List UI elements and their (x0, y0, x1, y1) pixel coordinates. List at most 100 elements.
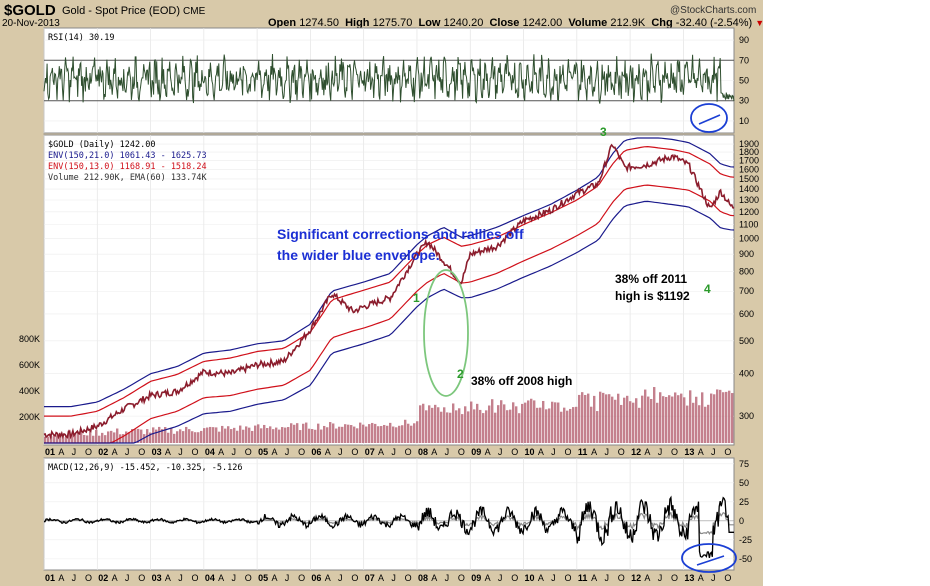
volume-bar (206, 427, 209, 443)
x-tick-label: O (192, 573, 199, 583)
volume-bar (440, 411, 443, 443)
x-tick-label: O (138, 573, 145, 583)
volume-bar (629, 401, 632, 443)
volume-bar (44, 436, 47, 443)
x-tick-label: J (285, 447, 290, 457)
volume-bar (719, 389, 722, 443)
volume-bar (407, 423, 410, 443)
x-tick-label: O (245, 447, 252, 457)
volume-bar (446, 412, 449, 443)
volume-bar (326, 427, 329, 443)
x-tick-label: J (391, 573, 396, 583)
x-tick-label: O (618, 447, 625, 457)
x-tick-label: A (538, 573, 544, 583)
x-tick-label: J (391, 447, 396, 457)
volume-bar (521, 403, 524, 443)
x-tick-label: A (271, 573, 277, 583)
volume-bar (431, 407, 434, 443)
volume-bar (233, 427, 236, 443)
volume-bar (83, 434, 86, 443)
macd-tick-label: 0 (739, 516, 744, 526)
volume-bar (467, 411, 470, 443)
x-tick-label: 03 (152, 447, 162, 457)
volume-bar (419, 405, 422, 443)
volume-bar (662, 396, 665, 443)
price-legend: $GOLD (Daily) 1242.00 (48, 140, 155, 150)
x-tick-label: O (192, 447, 199, 457)
volume-bar (632, 402, 635, 443)
volume-bar (347, 424, 350, 443)
volume-bar (461, 414, 464, 443)
volume-bar (701, 392, 704, 443)
volume-bar (473, 409, 476, 443)
price-panel (43, 134, 735, 446)
volume-bar (560, 411, 563, 443)
volume-bar (551, 401, 554, 443)
volume-bar (95, 429, 98, 443)
volume-bar (293, 424, 296, 443)
volume-bar (566, 410, 569, 443)
volume-bar (611, 396, 614, 443)
volume-bar (101, 432, 104, 443)
x-tick-label: 10 (525, 447, 535, 457)
volume-bar (332, 423, 335, 443)
price-tick-label: 1800 (739, 147, 759, 157)
env13-legend: ENV(150,13.0) 1168.91 - 1518.24 (48, 162, 207, 172)
volume-bar (479, 409, 482, 443)
x-tick-label: J (604, 573, 609, 583)
macd-divergence-line (696, 555, 725, 566)
header-date: 20-Nov-2013 (2, 18, 60, 29)
volume-bar (569, 408, 572, 443)
volume-bar (710, 393, 713, 443)
volume-bar (458, 408, 461, 443)
volume-bar (218, 431, 221, 443)
header-quote: Open 1274.50 High 1275.70 Low 1240.20 Cl… (268, 17, 765, 29)
volume-bar (98, 435, 101, 443)
x-tick-label: J (551, 573, 556, 583)
x-tick-label: 13 (684, 447, 694, 457)
volume-bar (623, 397, 626, 443)
volume-bar (686, 405, 689, 443)
volume-bar (509, 409, 512, 443)
x-tick-label: A (218, 573, 224, 583)
volume-bar (578, 394, 581, 443)
volume-bar (68, 429, 71, 443)
price-tick-label: 1300 (739, 195, 759, 205)
volume-bar (257, 424, 260, 443)
rsi-divergence-line (698, 114, 721, 125)
volume-bar (536, 407, 539, 443)
volume-bar (209, 426, 212, 443)
x-tick-label: 02 (98, 573, 108, 583)
volume-bar (635, 398, 638, 443)
volume-bar (236, 430, 239, 443)
volume-bar (680, 393, 683, 443)
rsi-tick-label: 10 (739, 116, 749, 126)
volume-bar (80, 429, 83, 443)
price-tick-label: 300 (739, 411, 754, 421)
volume-bar (344, 424, 347, 443)
volume-bar (497, 405, 500, 443)
volume-bar (584, 394, 587, 443)
volume-bar (386, 425, 389, 443)
volume-bar (377, 426, 380, 443)
volume-bar (413, 423, 416, 443)
x-tick-label: 06 (311, 447, 321, 457)
x-tick-label: 05 (258, 573, 268, 583)
volume-bar (695, 396, 698, 443)
rsi-line (43, 53, 735, 104)
volume-bar (533, 400, 536, 443)
volume-bar (329, 422, 332, 443)
x-tick-label: A (591, 447, 597, 457)
x-tick-label: J (338, 447, 343, 457)
volume-bar (482, 413, 485, 443)
volume-legend: Volume 212.90K, EMA(60) 133.74K (48, 173, 208, 183)
volume-bar (542, 400, 545, 443)
header-symbol: $GOLD (4, 2, 56, 19)
volume-bar (368, 424, 371, 443)
volume-bar (539, 407, 542, 443)
volume-bar (494, 412, 497, 443)
x-tick-label: 02 (98, 447, 108, 457)
volume-bar (395, 427, 398, 443)
x-tick-label: J (551, 447, 556, 457)
x-tick-label: O (724, 573, 731, 583)
